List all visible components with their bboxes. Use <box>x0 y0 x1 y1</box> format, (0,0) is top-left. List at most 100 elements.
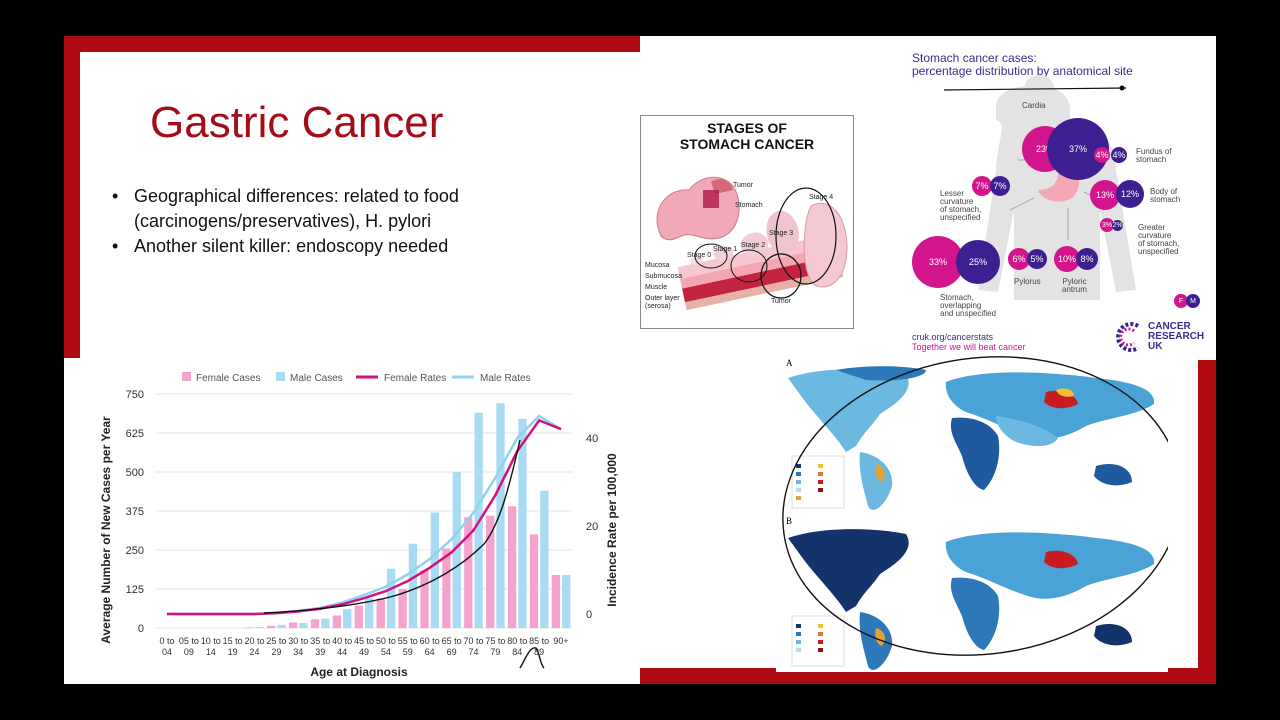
slide-title: Gastric Cancer <box>150 98 444 147</box>
x-tick-label: 75 to <box>485 636 505 646</box>
world-maps-figure: A B <box>776 356 1168 672</box>
x-tick-label: 40 to <box>332 636 352 646</box>
bubble-body-male: 12% <box>1116 180 1144 208</box>
slide: Gastric Cancer Geographical differences:… <box>64 36 1216 684</box>
y-tick-label: 0 <box>138 623 144 635</box>
y-axis-label: Average Number of New Cases per Year <box>99 416 113 644</box>
bubble-pylorus-female: 6% <box>1008 248 1030 270</box>
bar-male-cases <box>562 574 571 628</box>
bar-male-cases <box>496 403 505 628</box>
chart-legend: Female Cases Male Cases Female Rates Male R… <box>182 372 531 384</box>
y-tick-label: 375 <box>126 506 144 518</box>
bubble-antrum-female: 10% <box>1054 246 1080 272</box>
x-tick-label: 64 <box>425 647 435 657</box>
label-stage-1: Stage 1 <box>713 246 738 253</box>
x-tick-label: 55 to <box>398 636 418 646</box>
map-b <box>788 529 1155 670</box>
x-tick-label: 04 <box>162 647 172 657</box>
y-tick-label: 625 <box>126 428 144 440</box>
x-tick-label: 90+ <box>553 636 568 646</box>
site-lesser-label: Lesser curvature of stomach, unspecified <box>940 189 982 222</box>
chart-lines <box>166 414 562 616</box>
red-bar-bottom-right <box>640 668 1216 684</box>
x-tick-label: 74 <box>468 647 478 657</box>
legend-label: Male Rates <box>480 373 531 384</box>
site-cardia-label: Cardia <box>1022 101 1046 110</box>
y-tick-label: 750 <box>126 389 144 401</box>
x-tick-label: 84 <box>512 647 522 657</box>
x-tick-label: 19 <box>228 647 238 657</box>
x-tick-label: 85 to <box>529 636 549 646</box>
stages-figure: STAGES OF STOMACH CANCER Tumor <box>640 115 854 329</box>
bar-male-cases <box>255 627 264 628</box>
x-tick-label: 10 to <box>201 636 221 646</box>
x-tick-label: 05 to <box>179 636 199 646</box>
map-a <box>788 366 1155 510</box>
bar-female-cases <box>507 506 517 628</box>
label-stage-3: Stage 3 <box>769 230 794 237</box>
map-a-label: A <box>786 358 793 368</box>
stages-illustration <box>656 176 848 311</box>
hand-drawn-trend-annotation <box>263 439 521 614</box>
age-incidence-chart: Female Cases Male Cases Female Rates Male R… <box>64 358 640 684</box>
x-tick-label: 14 <box>206 647 216 657</box>
bubble-pylorus-male: 5% <box>1027 249 1047 269</box>
bubble-lesser-female: 7% <box>972 176 992 196</box>
bar-female-cases <box>288 622 298 628</box>
bar-female-cases <box>354 605 363 628</box>
label-tumor-bottom: Tumor <box>771 298 791 305</box>
x-tick-label: 30 to <box>288 636 308 646</box>
x-axis-label: Age at Diagnosis <box>310 665 408 679</box>
bar-female-cases <box>245 627 254 628</box>
x-tick-label: 69 <box>447 647 457 657</box>
map-b-label: B <box>786 516 793 526</box>
cruk-stats-link[interactable]: cruk.org/cancerstats <box>912 332 994 342</box>
bullet-item: Geographical differences: related to foo… <box>112 184 632 234</box>
bubble-overlapping-female: 33% <box>912 236 964 288</box>
label-tumor-top: Tumor <box>733 182 753 189</box>
bar-male-cases <box>408 543 418 628</box>
bubble-fundus-female: 4% <box>1094 147 1110 163</box>
x-tick-label: 35 to <box>310 636 330 646</box>
x-tick-label: 24 <box>250 647 260 657</box>
bar-female-cases <box>376 598 385 628</box>
bar-female-cases <box>398 589 407 628</box>
bar-male-cases <box>518 418 527 628</box>
map-annotation-circle <box>782 356 1168 656</box>
bar-female-cases <box>267 625 276 628</box>
x-tick-label: 45 to <box>354 636 374 646</box>
bubble-body-female: 13% <box>1090 180 1120 210</box>
bubble-antrum-male: 8% <box>1076 248 1098 270</box>
bar-female-cases <box>332 615 342 628</box>
right-axis-ticks: 0 20 40 <box>586 433 598 621</box>
x-tick-label: 15 to <box>223 636 243 646</box>
cruk-logo-icon <box>1116 322 1140 352</box>
x-tick-label: 25 to <box>266 636 286 646</box>
bar-female-cases <box>420 570 429 628</box>
legend-label: Female Rates <box>384 373 446 384</box>
hand-drawn-arrow-annotation <box>519 647 545 669</box>
label-stage-4: Stage 4 <box>809 194 834 201</box>
x-tick-label: 70 to <box>463 636 483 646</box>
y-tick-label: 500 <box>126 467 144 479</box>
bar-male-cases <box>365 598 374 628</box>
bar-male-cases <box>430 512 440 628</box>
y2-tick-label: 0 <box>586 609 592 621</box>
legend-female: F <box>1174 294 1188 308</box>
x-tick-label: 39 <box>315 647 325 657</box>
y2-axis-label: Incidence Rate per 100,000 <box>605 453 619 607</box>
bar-male-cases <box>277 624 286 628</box>
label-muscle: Muscle <box>645 284 668 291</box>
x-tick-label: 20 to <box>245 636 265 646</box>
x-tick-label: 59 <box>403 647 413 657</box>
bubble-greater-male: 2% <box>1112 220 1123 231</box>
label-stomach: Stomach <box>735 202 763 209</box>
bar-female-cases <box>529 534 539 628</box>
bar-male-cases <box>386 568 396 628</box>
label-serosa: (serosa) <box>645 303 671 310</box>
bar-female-cases <box>464 517 473 628</box>
x-tick-label: 29 <box>271 647 281 657</box>
x-tick-label: 44 <box>337 647 347 657</box>
cruk-tagline: Together we will beat cancer <box>912 342 1026 352</box>
bubble-fundus-male: 4% <box>1111 147 1127 163</box>
